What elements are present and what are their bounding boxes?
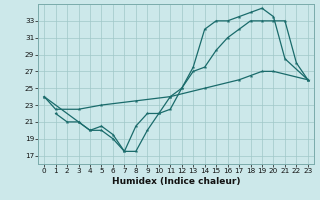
X-axis label: Humidex (Indice chaleur): Humidex (Indice chaleur) [112,177,240,186]
